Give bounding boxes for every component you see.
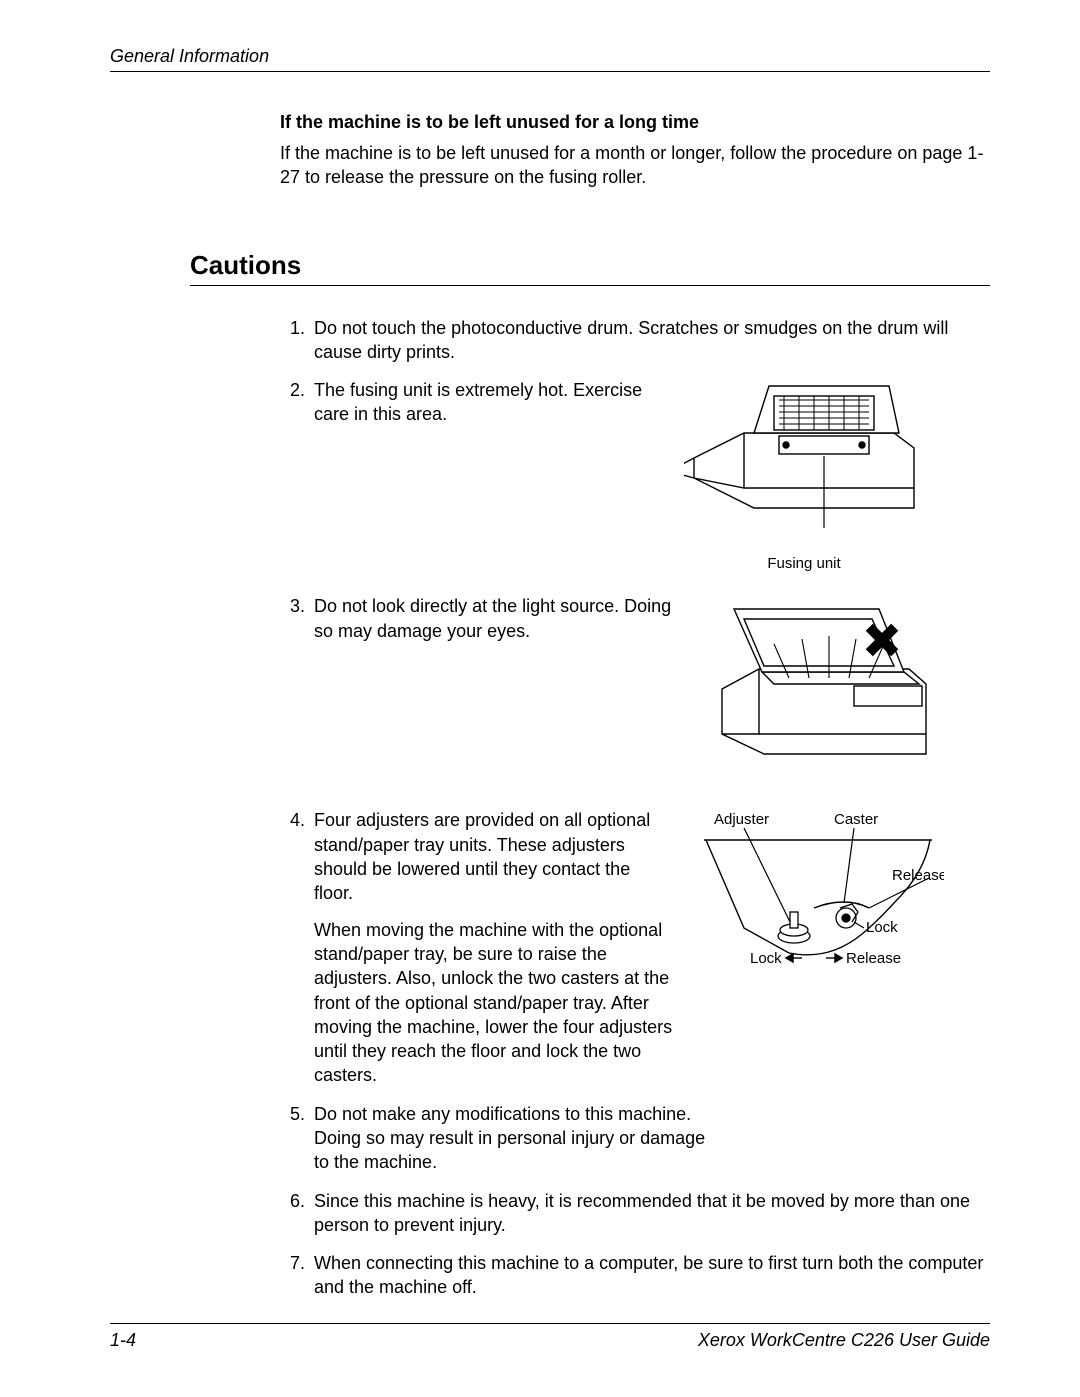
caution-text: Do not make any modifications to this ma… (314, 1104, 705, 1173)
running-header: General Information (110, 46, 990, 72)
unused-body: If the machine is to be left unused for … (280, 141, 990, 190)
cautions-list: Do not touch the photoconductive drum. S… (280, 316, 990, 1300)
label-lock-bot: Lock (750, 950, 782, 967)
doc-title: Xerox WorkCentre C226 User Guide (698, 1330, 990, 1351)
label-release-top: Release (892, 867, 944, 884)
caution-item-2: The fusing unit is extremely hot. Exerci… (310, 378, 990, 574)
unused-section: If the machine is to be left unused for … (280, 112, 990, 190)
unused-heading: If the machine is to be left unused for … (280, 112, 990, 133)
cautions-title: Cautions (190, 250, 990, 281)
label-lock-mid: Lock (866, 919, 898, 936)
cautions-rule (190, 285, 990, 286)
caution-text: Do not look directly at the light source… (314, 596, 671, 640)
page-footer: 1-4 Xerox WorkCentre C226 User Guide (110, 1323, 990, 1351)
page-number: 1-4 (110, 1330, 136, 1351)
caution-item-1: Do not touch the photoconductive drum. S… (310, 316, 990, 365)
caution-item-7: When connecting this machine to a comput… (310, 1251, 990, 1300)
caution-text: When connecting this machine to a comput… (314, 1253, 983, 1297)
caution-text-2: When moving the machine with the optiona… (314, 918, 674, 1088)
caution-item-3: Do not look directly at the light source… (310, 594, 990, 784)
label-release-bot: Release (846, 950, 901, 967)
light-source-figure (704, 594, 934, 784)
caution-item-4: Four adjusters are provided on all optio… (310, 808, 990, 1087)
caution-text: Since this machine is heavy, it is recom… (314, 1191, 970, 1235)
fusing-unit-figure: Fusing unit (684, 378, 924, 574)
adjuster-caster-figure: Adjuster Caster (694, 808, 944, 998)
label-caster: Caster (834, 811, 878, 828)
running-header-text: General Information (110, 46, 269, 66)
caution-text: The fusing unit is extremely hot. Exerci… (314, 380, 642, 424)
caution-text: Do not touch the photoconductive drum. S… (314, 318, 948, 362)
caution-item-6: Since this machine is heavy, it is recom… (310, 1189, 990, 1238)
caution-text: Four adjusters are provided on all optio… (314, 808, 674, 905)
caution-item-5: Do not make any modifications to this ma… (310, 1102, 990, 1175)
label-adjuster: Adjuster (714, 811, 769, 828)
fusing-unit-caption: Fusing unit (684, 554, 924, 574)
